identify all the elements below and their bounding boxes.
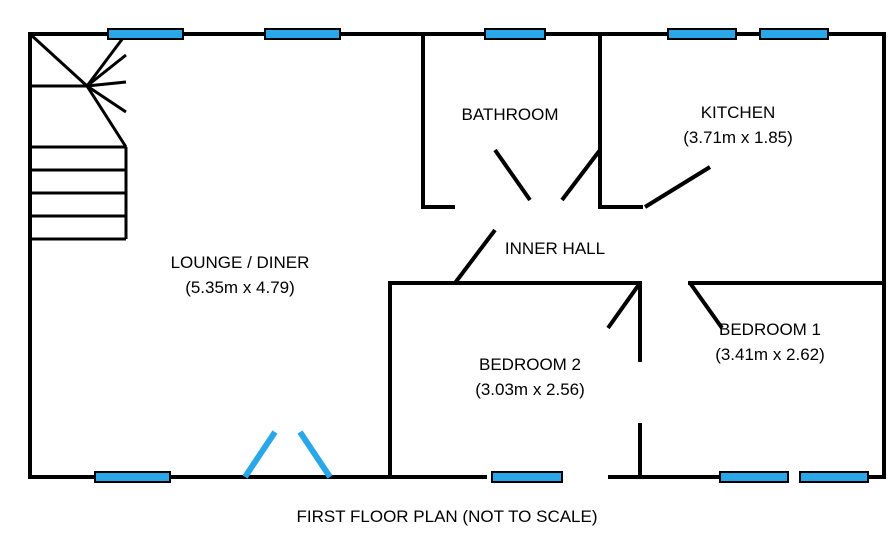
door-swing <box>562 150 600 200</box>
walls-group <box>30 34 884 477</box>
room-label: KITCHEN <box>701 103 776 122</box>
door-swing <box>245 432 275 477</box>
doors-group <box>245 150 722 477</box>
room-label: BEDROOM 1 <box>719 320 821 339</box>
room-label: BEDROOM 2 <box>479 355 581 374</box>
stairs-group <box>30 34 126 239</box>
window <box>492 472 562 482</box>
room-label: (5.35m x 4.79) <box>185 278 295 297</box>
room-label: BATHROOM <box>462 105 559 124</box>
room-label: LOUNGE / DINER <box>171 253 310 272</box>
room-label: (3.71m x 1.85) <box>683 128 793 147</box>
window <box>800 472 868 482</box>
window <box>108 29 183 39</box>
room-label: (3.41m x 2.62) <box>715 345 825 364</box>
caption: FIRST FLOOR PLAN (NOT TO SCALE) <box>296 507 597 526</box>
labels-group: LOUNGE / DINER (5.35m x 4.79) BATHROOM KITC… <box>171 103 825 399</box>
floor-plan: LOUNGE / DINER (5.35m x 4.79) BATHROOM KITC… <box>0 0 894 548</box>
door-swing <box>455 230 495 283</box>
room-label: (3.03m x 2.56) <box>475 380 585 399</box>
door-swing <box>608 283 640 328</box>
door-swing <box>300 432 330 477</box>
window <box>668 29 736 39</box>
door-swing <box>690 283 722 328</box>
room-label: INNER HALL <box>505 239 605 258</box>
door-swing <box>495 150 530 200</box>
window <box>760 29 828 39</box>
window <box>265 29 340 39</box>
window <box>485 29 545 39</box>
window <box>720 472 788 482</box>
window <box>95 472 170 482</box>
door-swing <box>645 167 710 207</box>
